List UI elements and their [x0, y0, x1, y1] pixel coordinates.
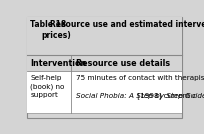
FancyBboxPatch shape [27, 17, 182, 118]
Text: Resource use and estimated intervention costs of psychological interventions (20: Resource use and estimated intervention … [42, 20, 204, 40]
Text: Self-help
(book) no
support: Self-help (book) no support [30, 75, 65, 98]
Text: 75 minutes of contact with therapist plus cost of book: 75 minutes of contact with therapist plu… [76, 75, 204, 81]
Text: Resource use details: Resource use details [76, 59, 170, 68]
Text: Intervention: Intervention [30, 59, 86, 68]
Text: [1998] current c: [1998] current c [135, 92, 196, 99]
Text: Social Phobia: A Step by Step Guide: Social Phobia: A Step by Step Guide [76, 92, 204, 98]
Text: Table 18: Table 18 [30, 20, 67, 29]
FancyBboxPatch shape [27, 17, 182, 55]
FancyBboxPatch shape [27, 55, 182, 71]
FancyBboxPatch shape [27, 71, 182, 113]
